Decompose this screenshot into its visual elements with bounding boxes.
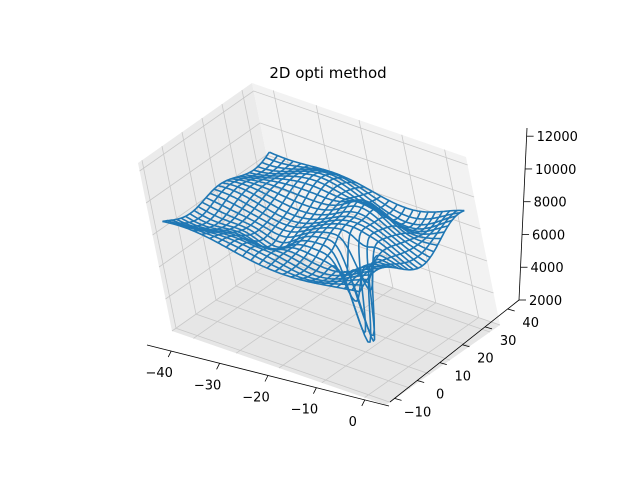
x-tick-label: −10 [291,403,318,418]
y-tick-mark [462,344,470,348]
z-tick-label: 6000 [532,229,565,244]
y-axis-line [389,299,520,403]
z-gridline-back [259,122,475,198]
x-tick-label: −30 [194,378,221,393]
y-tick-mark [417,380,425,383]
surface-line-y [222,182,423,267]
z-tick-label: 4000 [531,261,564,276]
y-tick-mark [439,362,447,366]
y-gridline-side [161,146,197,315]
surface-line-x [185,160,294,230]
surface-line-y [201,201,399,337]
surface-line-x [359,209,465,293]
surface-line-y [231,178,431,259]
z-gridline-side [145,122,261,204]
z-gridline-side [139,90,254,172]
y-gridline-floor [235,285,451,361]
chart-title: 2D opti method [269,64,386,82]
surface-line-y [235,176,435,253]
z-tick-label: 10000 [535,163,576,178]
surface-line-x [321,211,429,342]
y-tick-mark [394,398,402,401]
surface-line-x [162,151,271,223]
surface-line-x [313,211,422,334]
surface-line-y [265,156,460,220]
y-tick-label: 20 [477,352,494,367]
surface-line-x [351,209,458,291]
x-tick-label: −40 [145,366,172,381]
y-gridline-side [201,118,237,287]
y-tick-mark [484,326,493,330]
z-gridline-side [171,250,287,332]
x-tick-label: 0 [349,415,357,430]
y-gridline-floor [255,271,471,347]
surface-line-y [226,179,427,263]
x-tick-mark [167,350,172,358]
y-gridline-floor [195,313,411,389]
y-tick-mark [507,308,515,312]
surface-line-x [201,164,310,236]
x-gridline-floor [364,317,479,398]
y-tick-label: 0 [436,388,444,403]
x-tick-mark [216,363,220,370]
z-gridline-side [165,218,280,300]
z-gridline-back [253,90,468,166]
y-gridline-side [181,132,217,301]
surface-line-y [213,188,414,271]
surface-line-x [282,199,390,276]
surface-line-y [217,184,419,269]
surface-line-y [197,205,394,343]
y-gridline-floor [275,257,491,333]
y-gridline-floor [175,327,391,403]
x-gridline-floor [321,302,437,384]
surface-line-y [209,192,409,271]
x-tick-label: −20 [242,391,269,406]
surface-line-x [225,170,333,248]
z-tick-label: 2000 [529,294,562,309]
y-gridline-floor [215,299,431,375]
x-tick-mark [313,387,317,394]
y-gridline-side [141,160,177,329]
y-tick-label: 30 [500,334,517,349]
y-tick-label: 40 [522,316,539,331]
y-tick-label: 10 [455,370,472,385]
surface-line-x [266,190,373,269]
surface-line-x [250,181,357,262]
x-tick-mark [361,399,366,407]
surface-line-x [290,199,398,278]
surface-line-y [240,175,438,247]
surface-wireframe [162,151,465,343]
z-axis-line [518,127,528,301]
surface-line-x [170,155,279,224]
surface-line-x [343,210,451,290]
surface-line-x [209,166,317,240]
surface-line-x [193,162,302,232]
surface-line-x [336,211,444,288]
surface-line-x [233,173,341,253]
surface-line-x [258,186,365,265]
surface-line-x [177,158,286,227]
axes-ticks: −40 −30 −20 −10 0 −10 0 10 20 30 40 2000 4000 6000 800… [145,130,577,430]
z-tick-label: 12000 [537,130,578,145]
z-tick-label: 8000 [534,196,567,211]
x-gridline-back [444,149,479,318]
surface-line-x [328,211,437,292]
surface-line-x [217,168,325,244]
x-tick-mark [264,375,269,382]
surface-line-x [242,176,349,257]
y-tick-label: −10 [404,405,431,420]
surface-line-y [269,151,465,213]
